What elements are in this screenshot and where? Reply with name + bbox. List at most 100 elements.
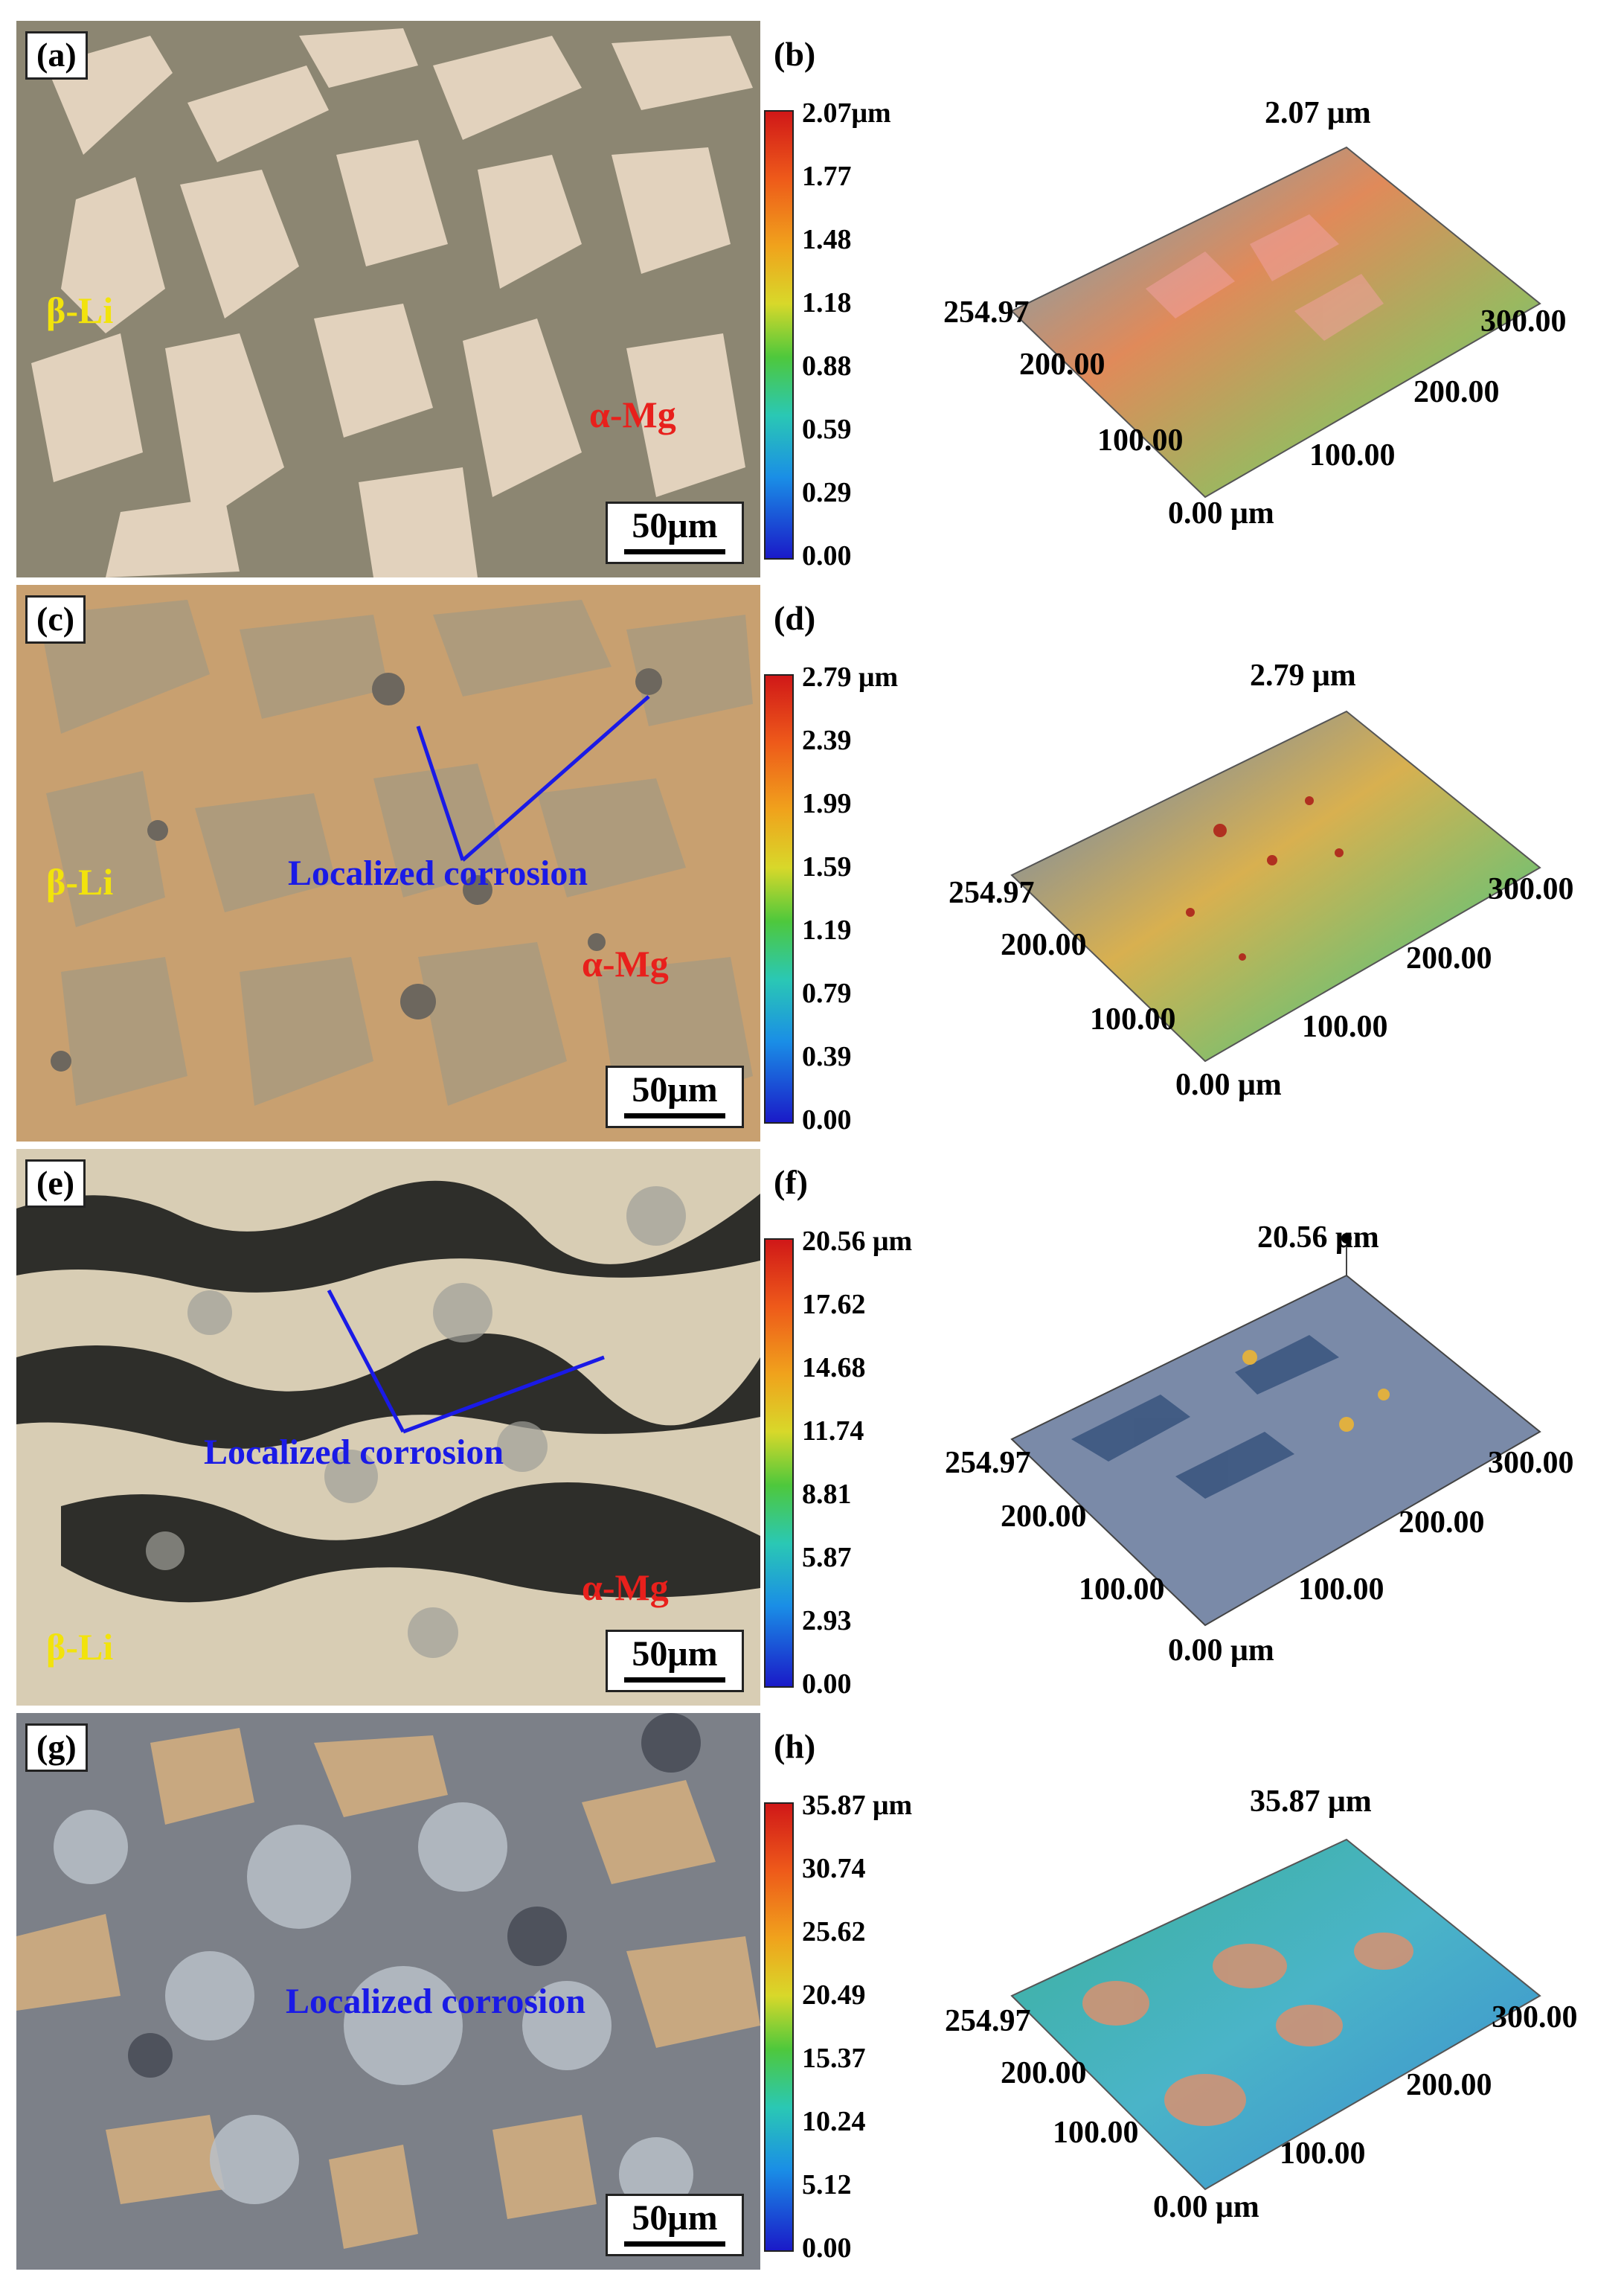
colorbar-tick: 0.88 — [802, 350, 852, 382]
y-axis-low: 100.00 — [1090, 1002, 1176, 1037]
y-axis-max: 254.97 — [943, 295, 1030, 330]
colorbar-tick: 35.87 μm — [802, 1790, 913, 1821]
colorbar-tick: 0.00 — [802, 2232, 852, 2264]
y-axis-mid: 200.00 — [1019, 348, 1105, 382]
micrograph-g: (g) Localized corrosion 50μm — [16, 1713, 760, 2270]
x-axis-max: 300.00 — [1488, 1446, 1574, 1480]
origin-label: 0.00 μm — [1168, 1633, 1274, 1668]
colorbar-tick: 20.56 μm — [802, 1226, 913, 1257]
scale-bar: 50μm — [606, 1630, 744, 1692]
x-axis-max: 300.00 — [1492, 2000, 1578, 2035]
figure-row-1: (a) β-Li α-Mg 50μm (b) 2.07μm 1.77 1.48 … — [0, 21, 1624, 592]
colorbar-tick: 0.00 — [802, 540, 852, 572]
origin-label: 0.00 μm — [1168, 496, 1274, 531]
colorbar-tick: 15.37 — [802, 2043, 866, 2074]
z-max-label: 35.87 μm — [1250, 1784, 1372, 1819]
z-max-label: 2.07 μm — [1265, 96, 1371, 130]
localized-corrosion-label: Localized corrosion — [204, 1432, 504, 1472]
x-axis-max: 300.00 — [1480, 304, 1567, 339]
colorbar-tick: 20.49 — [802, 1979, 866, 2011]
colorbar-tick: 1.18 — [802, 287, 852, 318]
panel-label-h: (h) — [774, 1727, 816, 1765]
origin-label: 0.00 μm — [1153, 2190, 1259, 2224]
surface-3d-h — [922, 1758, 1622, 2279]
x-axis-low: 100.00 — [1298, 1572, 1384, 1607]
scale-bar: 50μm — [606, 2194, 744, 2256]
y-axis-mid: 200.00 — [1001, 928, 1087, 962]
colorbar-tick: 10.24 — [802, 2106, 866, 2137]
micrograph-a: (a) β-Li α-Mg 50μm — [16, 21, 760, 577]
alpha-mg-label: α-Mg — [589, 394, 676, 435]
y-axis-max: 254.97 — [945, 1446, 1031, 1480]
colorbar-tick: 2.39 — [802, 725, 852, 756]
x-axis-max: 300.00 — [1488, 872, 1574, 906]
colorbar-tick: 1.99 — [802, 788, 852, 819]
x-axis-mid: 200.00 — [1406, 941, 1492, 976]
x-axis-low: 100.00 — [1309, 438, 1396, 473]
x-axis-mid: 200.00 — [1399, 1505, 1485, 1540]
y-axis-max: 254.97 — [949, 876, 1035, 910]
colorbar-tick: 0.00 — [802, 1104, 852, 1136]
colorbar-tick: 8.81 — [802, 1479, 852, 1510]
localized-corrosion-label: Localized corrosion — [288, 854, 588, 893]
height-colorbar — [764, 1238, 794, 1688]
panel-label-a: (a) — [25, 31, 88, 80]
colorbar-tick: 2.07μm — [802, 97, 891, 129]
origin-label: 0.00 μm — [1175, 1068, 1282, 1102]
localized-corrosion-label: Localized corrosion — [286, 1982, 586, 2021]
beta-li-label: β-Li — [46, 861, 114, 903]
alpha-mg-label: α-Mg — [582, 1566, 669, 1608]
colorbar-tick: 30.74 — [802, 1853, 866, 1884]
colorbar-tick: 0.00 — [802, 1668, 852, 1700]
surface-3d-b — [922, 65, 1622, 586]
scale-bar: 50μm — [606, 502, 744, 564]
colorbar-tick: 25.62 — [802, 1916, 866, 1947]
colorbar-tick: 5.12 — [802, 2169, 852, 2200]
y-axis-low: 100.00 — [1079, 1572, 1165, 1607]
y-axis-mid: 200.00 — [1001, 1499, 1087, 1534]
colorbar-tick: 5.87 — [802, 1542, 852, 1573]
y-axis-low: 100.00 — [1097, 423, 1184, 458]
figure-row-2: (c) β-Li α-Mg Localized corrosion 50μm (… — [0, 585, 1624, 1156]
figure-row-3: (e) β-Li α-Mg Localized corrosion 50μm (… — [0, 1149, 1624, 1720]
height-colorbar — [764, 1802, 794, 2252]
beta-li-label: β-Li — [46, 1626, 114, 1668]
alpha-mg-label: α-Mg — [582, 943, 669, 985]
panel-label-d: (d) — [774, 599, 816, 637]
scale-bar: 50μm — [606, 1066, 744, 1128]
y-axis-low: 100.00 — [1053, 2116, 1139, 2150]
height-colorbar — [764, 674, 794, 1124]
colorbar-tick: 0.59 — [802, 414, 852, 445]
figure-row-4: (g) Localized corrosion 50μm (h) 35.87 μ… — [0, 1713, 1624, 2285]
colorbar-tick: 1.48 — [802, 224, 852, 255]
colorbar-tick: 1.19 — [802, 915, 852, 946]
colorbar-tick: 17.62 — [802, 1289, 866, 1320]
colorbar-tick: 14.68 — [802, 1352, 866, 1383]
colorbar-tick: 0.79 — [802, 978, 852, 1009]
colorbar-tick: 0.29 — [802, 477, 852, 508]
panel-label-g: (g) — [25, 1723, 88, 1772]
colorbar-tick: 1.59 — [802, 851, 852, 883]
surface-3d-d — [922, 630, 1622, 1150]
colorbar-tick: 2.79 μm — [802, 662, 899, 693]
x-axis-mid: 200.00 — [1413, 375, 1500, 409]
micrograph-c: (c) β-Li α-Mg Localized corrosion 50μm — [16, 585, 760, 1142]
panel-label-e: (e) — [25, 1159, 86, 1208]
beta-li-label: β-Li — [46, 289, 114, 331]
x-axis-mid: 200.00 — [1406, 2068, 1492, 2102]
panel-label-c: (c) — [25, 595, 86, 644]
panel-label-f: (f) — [774, 1163, 808, 1201]
colorbar-tick: 11.74 — [802, 1415, 864, 1447]
micrograph-e: (e) β-Li α-Mg Localized corrosion 50μm — [16, 1149, 760, 1706]
surface-3d-f — [922, 1194, 1622, 1715]
y-axis-mid: 200.00 — [1001, 2056, 1087, 2090]
colorbar-tick: 0.39 — [802, 1041, 852, 1072]
z-max-label: 20.56 μm — [1257, 1220, 1379, 1255]
x-axis-low: 100.00 — [1302, 1010, 1388, 1044]
z-max-label: 2.79 μm — [1250, 659, 1356, 693]
colorbar-tick: 2.93 — [802, 1605, 852, 1636]
panel-label-b: (b) — [774, 35, 816, 73]
height-colorbar — [764, 110, 794, 560]
x-axis-low: 100.00 — [1280, 2136, 1366, 2171]
y-axis-max: 254.97 — [945, 2004, 1031, 2038]
